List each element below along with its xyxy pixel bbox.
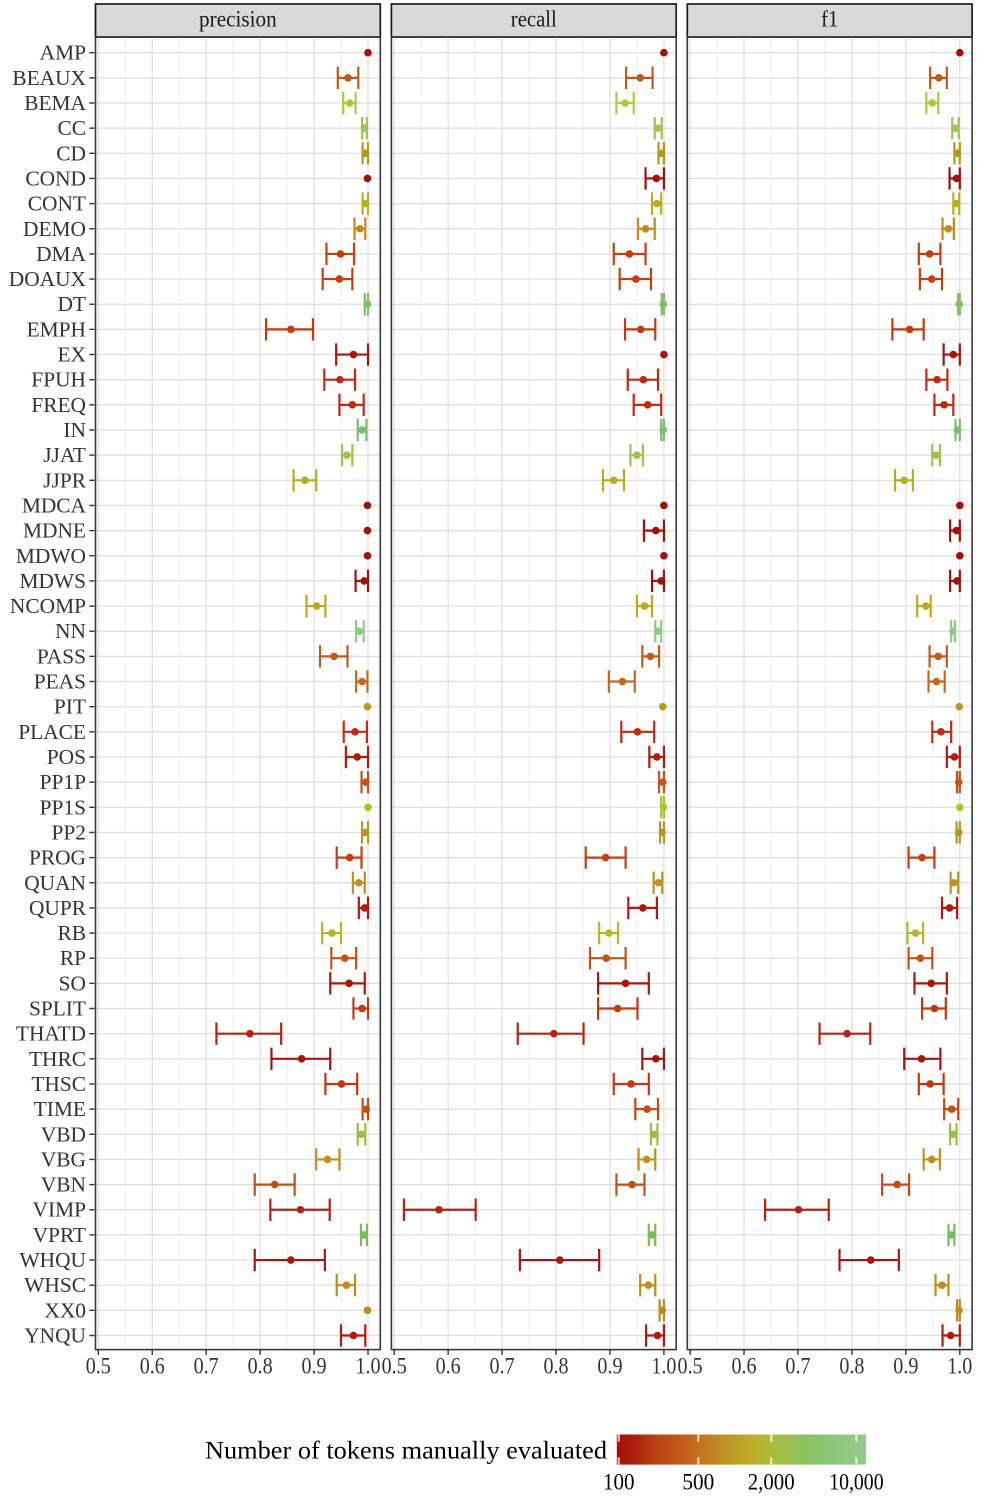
svg-text:1.0: 1.0 bbox=[355, 1353, 380, 1379]
svg-text:QUAN: QUAN bbox=[24, 871, 86, 895]
svg-text:XX0: XX0 bbox=[44, 1298, 86, 1322]
svg-text:PROG: PROG bbox=[29, 846, 86, 870]
svg-text:0.7: 0.7 bbox=[194, 1353, 219, 1379]
svg-text:MDNE: MDNE bbox=[23, 519, 86, 543]
svg-text:0.7: 0.7 bbox=[490, 1353, 515, 1379]
svg-text:VPRT: VPRT bbox=[33, 1223, 86, 1247]
svg-text:f1: f1 bbox=[821, 7, 838, 33]
svg-text:0.6: 0.6 bbox=[731, 1353, 756, 1379]
svg-text:BEAUX: BEAUX bbox=[12, 66, 86, 90]
svg-text:POS: POS bbox=[47, 745, 86, 769]
svg-text:FPUH: FPUH bbox=[31, 368, 86, 392]
svg-text:TIME: TIME bbox=[34, 1097, 86, 1121]
svg-text:VBN: VBN bbox=[41, 1173, 86, 1197]
svg-text:500: 500 bbox=[682, 1469, 714, 1495]
svg-text:MDWO: MDWO bbox=[16, 544, 86, 568]
svg-text:10,000: 10,000 bbox=[829, 1469, 883, 1495]
svg-text:JJPR: JJPR bbox=[43, 468, 87, 492]
svg-text:0.8: 0.8 bbox=[543, 1353, 568, 1379]
svg-text:DEMO: DEMO bbox=[23, 217, 86, 241]
svg-text:PIT: PIT bbox=[54, 695, 86, 719]
svg-text:0.9: 0.9 bbox=[302, 1353, 327, 1379]
svg-text:NN: NN bbox=[55, 619, 86, 643]
svg-text:2,000: 2,000 bbox=[748, 1469, 795, 1495]
svg-text:0.7: 0.7 bbox=[785, 1353, 810, 1379]
svg-text:PEAS: PEAS bbox=[34, 670, 86, 694]
svg-text:YNQU: YNQU bbox=[24, 1324, 86, 1348]
svg-text:FREQ: FREQ bbox=[31, 393, 86, 417]
svg-text:THSC: THSC bbox=[31, 1072, 86, 1096]
svg-text:0.6: 0.6 bbox=[140, 1353, 165, 1379]
svg-text:precision: precision bbox=[199, 7, 277, 33]
svg-text:PLACE: PLACE bbox=[18, 720, 86, 744]
svg-text:VBD: VBD bbox=[41, 1122, 86, 1146]
svg-text:IN: IN bbox=[63, 418, 86, 442]
svg-text:BEMA: BEMA bbox=[24, 91, 86, 115]
svg-text:MDCA: MDCA bbox=[22, 493, 87, 517]
svg-text:0.8: 0.8 bbox=[248, 1353, 273, 1379]
svg-text:RB: RB bbox=[57, 921, 86, 945]
svg-text:CD: CD bbox=[56, 141, 86, 165]
svg-text:0.8: 0.8 bbox=[839, 1353, 864, 1379]
svg-text:0.5: 0.5 bbox=[678, 1353, 703, 1379]
svg-text:PP1P: PP1P bbox=[40, 770, 86, 794]
svg-text:0.5: 0.5 bbox=[86, 1353, 111, 1379]
svg-text:PASS: PASS bbox=[37, 644, 86, 668]
svg-text:recall: recall bbox=[511, 7, 557, 33]
svg-text:QUPR: QUPR bbox=[29, 896, 87, 920]
svg-text:JJAT: JJAT bbox=[43, 443, 86, 467]
svg-text:MDWS: MDWS bbox=[19, 569, 86, 593]
svg-text:0.6: 0.6 bbox=[436, 1353, 461, 1379]
svg-text:0.9: 0.9 bbox=[597, 1353, 622, 1379]
svg-text:SPLIT: SPLIT bbox=[29, 997, 86, 1021]
svg-text:COND: COND bbox=[25, 166, 86, 190]
svg-text:EX: EX bbox=[57, 343, 86, 367]
svg-text:Number of tokens manually eval: Number of tokens manually evaluated bbox=[205, 1435, 607, 1464]
svg-text:DT: DT bbox=[57, 292, 86, 316]
svg-text:NCOMP: NCOMP bbox=[10, 594, 86, 618]
svg-text:WHQU: WHQU bbox=[19, 1248, 86, 1272]
svg-text:EMPH: EMPH bbox=[27, 317, 86, 341]
svg-text:100: 100 bbox=[603, 1469, 635, 1495]
svg-text:THATD: THATD bbox=[16, 1022, 86, 1046]
svg-text:CONT: CONT bbox=[28, 192, 86, 216]
svg-text:1.0: 1.0 bbox=[947, 1353, 972, 1379]
svg-text:VBG: VBG bbox=[41, 1147, 86, 1171]
svg-text:DMA: DMA bbox=[36, 242, 86, 266]
svg-text:CC: CC bbox=[57, 116, 86, 140]
svg-text:WHSC: WHSC bbox=[24, 1273, 86, 1297]
svg-text:DOAUX: DOAUX bbox=[9, 267, 87, 291]
svg-text:PP2: PP2 bbox=[52, 820, 87, 844]
svg-text:RP: RP bbox=[60, 946, 86, 970]
svg-text:AMP: AMP bbox=[40, 41, 86, 65]
svg-text:PP1S: PP1S bbox=[40, 795, 86, 819]
svg-text:SO: SO bbox=[59, 971, 86, 995]
svg-text:0.9: 0.9 bbox=[893, 1353, 918, 1379]
svg-text:0.5: 0.5 bbox=[382, 1353, 407, 1379]
svg-text:THRC: THRC bbox=[29, 1047, 86, 1071]
svg-text:VIMP: VIMP bbox=[33, 1198, 87, 1222]
svg-text:1.0: 1.0 bbox=[651, 1353, 676, 1379]
